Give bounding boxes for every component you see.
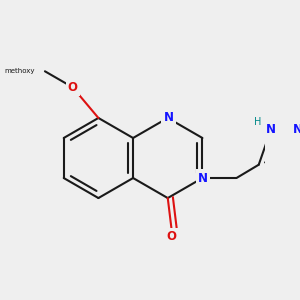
Text: N: N <box>266 123 276 136</box>
Text: O: O <box>167 230 177 243</box>
Text: N: N <box>293 123 300 136</box>
Text: methoxy: methoxy <box>5 68 35 74</box>
Text: N: N <box>198 172 208 184</box>
Text: H: H <box>254 117 262 127</box>
Text: N: N <box>164 112 174 124</box>
Text: O: O <box>68 81 78 94</box>
